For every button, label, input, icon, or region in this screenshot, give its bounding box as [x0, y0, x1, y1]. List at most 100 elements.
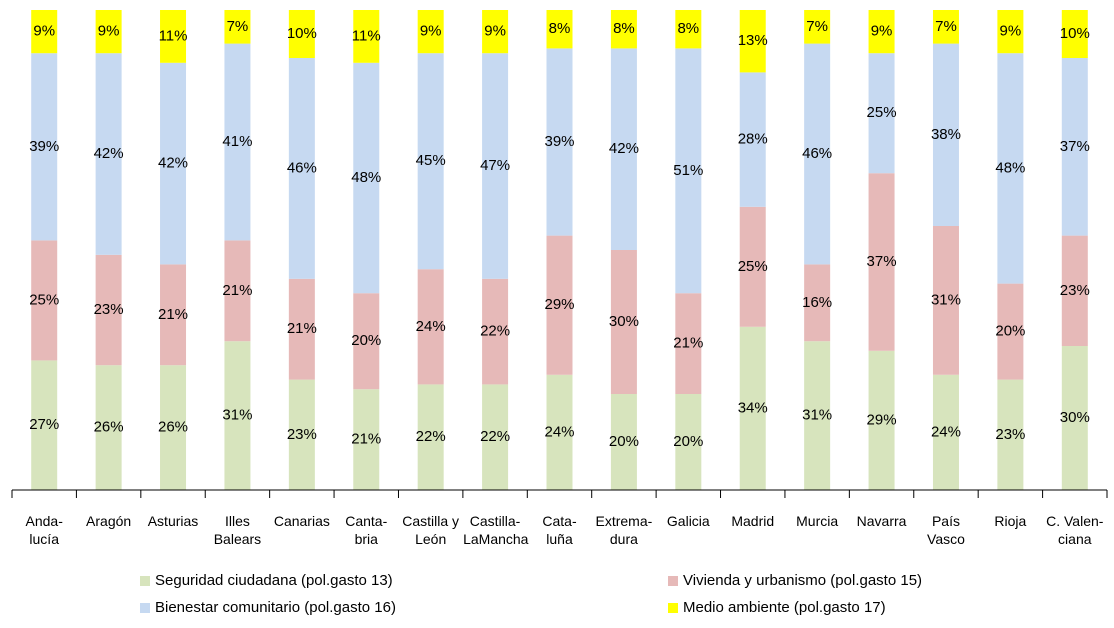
bar-segment	[932, 374, 959, 490]
bar-segment	[675, 10, 702, 49]
data-label: 21%	[158, 306, 188, 323]
data-label: 29%	[867, 411, 897, 428]
data-label: 16%	[802, 294, 832, 311]
data-label: 23%	[94, 301, 124, 318]
data-label: 22%	[416, 428, 446, 445]
data-label: 39%	[544, 133, 574, 150]
data-label: 42%	[158, 155, 188, 172]
data-label: 42%	[609, 140, 639, 157]
data-label: 39%	[29, 138, 59, 155]
bar-segment	[288, 58, 315, 279]
data-label: 30%	[1060, 409, 1090, 426]
bar-segment	[546, 235, 573, 375]
data-label: 30%	[609, 313, 639, 330]
bar-segment	[224, 341, 251, 490]
bar-segment	[482, 384, 509, 490]
bar-segment	[868, 350, 895, 490]
legend-swatch	[140, 603, 150, 613]
bar-segment	[610, 394, 637, 490]
bar-segment	[160, 10, 187, 63]
bar-segment	[868, 173, 895, 351]
bar-segment	[804, 43, 831, 265]
bar-segment	[417, 384, 444, 490]
bar-segment	[932, 226, 959, 375]
bar-segment	[739, 72, 766, 207]
bar-segment	[95, 10, 122, 54]
x-tick-label: Anda- lucía	[25, 513, 63, 547]
data-label: 25%	[867, 104, 897, 121]
x-tick-label: Rioja	[994, 513, 1027, 529]
bar-segment	[932, 43, 959, 226]
bar-segment	[610, 250, 637, 394]
data-label: 10%	[1060, 25, 1090, 42]
bar-segment	[288, 379, 315, 490]
bar-segment	[804, 341, 831, 490]
bar-segment	[288, 10, 315, 58]
bar-segment	[353, 62, 380, 294]
data-label: 24%	[931, 423, 961, 440]
data-label: 21%	[287, 320, 317, 337]
x-tick-label: Cata- luña	[542, 513, 577, 547]
data-label: 29%	[544, 296, 574, 313]
data-label: 37%	[867, 253, 897, 270]
data-label: 24%	[416, 318, 446, 335]
bar-segment	[1061, 235, 1088, 346]
bar-segment	[997, 10, 1024, 54]
bar-segment	[868, 53, 895, 174]
bar-segment	[1061, 346, 1088, 490]
data-label: 7%	[935, 18, 957, 35]
bar-segment	[546, 374, 573, 490]
data-label: 9%	[98, 23, 120, 40]
data-label: 41%	[222, 133, 252, 150]
legend-label: Vivienda y urbanismo (pol.gasto 15)	[683, 572, 922, 589]
data-label: 9%	[871, 23, 893, 40]
data-label: 9%	[484, 23, 506, 40]
data-label: 9%	[33, 23, 55, 40]
data-label: 9%	[420, 23, 442, 40]
data-label: 23%	[287, 426, 317, 443]
bar-segment	[31, 10, 58, 54]
bar-segment	[417, 269, 444, 385]
bar-segment	[675, 293, 702, 394]
data-label: 24%	[544, 423, 574, 440]
data-label: 23%	[1060, 282, 1090, 299]
data-label: 9%	[1000, 23, 1022, 40]
x-tick-label: Illes Balears	[213, 513, 262, 547]
x-tick-label: Canarias	[273, 513, 330, 529]
data-label: 22%	[480, 323, 510, 340]
x-tick-label: Navarra	[856, 513, 907, 529]
data-label: 31%	[802, 407, 832, 424]
x-tick-label: Aragón	[86, 513, 132, 529]
data-label: 22%	[480, 428, 510, 445]
x-tick-label: Canta- bria	[345, 513, 388, 547]
bar-segment	[417, 10, 444, 54]
data-label: 8%	[677, 20, 699, 37]
data-label: 7%	[227, 18, 249, 35]
bar-segment	[610, 10, 637, 49]
data-label: 20%	[673, 433, 703, 450]
data-label: 23%	[995, 426, 1025, 443]
data-label: 45%	[416, 152, 446, 169]
data-label: 7%	[806, 18, 828, 35]
data-label: 11%	[352, 27, 381, 44]
bar-segment	[739, 206, 766, 327]
bar-segment	[997, 53, 1024, 284]
bar-segment	[224, 240, 251, 342]
legend-label: Bienestar comunitario (pol.gasto 16)	[155, 599, 396, 616]
data-label: 31%	[931, 291, 961, 308]
data-label: 46%	[287, 159, 317, 176]
bar-segment	[31, 240, 58, 361]
bar-segment	[160, 62, 187, 265]
x-tick-label: Extrema- dura	[595, 513, 653, 547]
bar-segment	[160, 365, 187, 490]
bar-segment	[1061, 10, 1088, 58]
data-label: 21%	[222, 282, 252, 299]
bar-segment	[546, 10, 573, 49]
data-label: 46%	[802, 145, 832, 162]
bar-segment	[1061, 58, 1088, 236]
data-label: 27%	[29, 416, 59, 433]
bar-segment	[675, 394, 702, 490]
data-label: 48%	[351, 169, 381, 186]
